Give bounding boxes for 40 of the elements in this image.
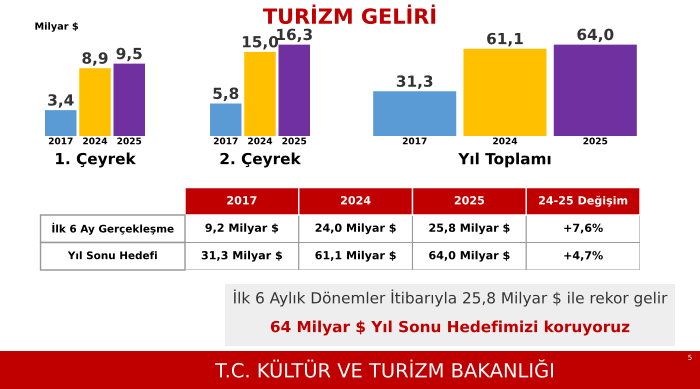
x-tick-label: 2017	[402, 138, 427, 144]
category-label: İlk 6 Ay Gerçekleşme	[52, 222, 174, 235]
x-tick-label: 2017	[48, 138, 73, 144]
data-label: 8,9	[82, 52, 108, 66]
category-label: 2024	[341, 196, 371, 204]
text: 25,8 Milyar $	[429, 223, 510, 234]
text: 2. Çeyrek	[220, 152, 301, 168]
x-tick-label: 2017	[214, 138, 238, 144]
category-label: Yıl Sonu Hedefi	[68, 251, 157, 260]
text: 1. Çeyrek	[56, 152, 136, 168]
data-label: 15,0	[242, 36, 278, 50]
x-tick-label: 2024	[83, 138, 108, 144]
text: Yıl Toplamı	[458, 152, 550, 168]
x-tick-label: 2024	[493, 138, 518, 144]
text: +4,7%	[564, 251, 603, 261]
x-tick-label: 2025	[117, 138, 142, 144]
x-tick-label: 2025	[282, 138, 306, 144]
text: 64 Milyar $ Yıl Sonu Hedefimizi koruyoruz	[270, 320, 630, 336]
y-axis-title: Milyar $	[35, 22, 78, 32]
data-label: 61,1	[487, 32, 523, 46]
data-label: 16,3	[277, 28, 312, 42]
text: 31,3 Milyar $	[202, 250, 282, 262]
text: 24,0 Milyar $	[316, 223, 396, 234]
data-label: 9,5	[116, 48, 142, 62]
x-tick-label: 2025	[583, 138, 608, 144]
text: 61,1 Milyar $	[315, 250, 396, 262]
data-label: 64,0	[577, 28, 614, 42]
text: 64,0 Milyar $	[429, 250, 510, 262]
category-label: 24-25 Değişim	[539, 196, 628, 207]
text: İlk 6 Aylık Dönemler İtibarıyla 25,8 Milyar $ ile rekor gelir	[234, 289, 668, 307]
data-label: 5,8	[213, 88, 238, 102]
text: T.C. KÜLTÜR VE TURİZM BAKANLIĞI	[215, 359, 553, 378]
category-label: 2017	[227, 196, 256, 204]
text: +7,6%	[564, 224, 603, 234]
data-label: 31,3	[396, 75, 432, 89]
text: TURİZM GELİRİ	[263, 4, 436, 24]
category-label: 2025	[454, 196, 484, 204]
x-tick-label: 2024	[248, 138, 272, 144]
text: 9,2 Milyar $	[205, 223, 278, 234]
data-label: 3,4	[48, 94, 74, 108]
